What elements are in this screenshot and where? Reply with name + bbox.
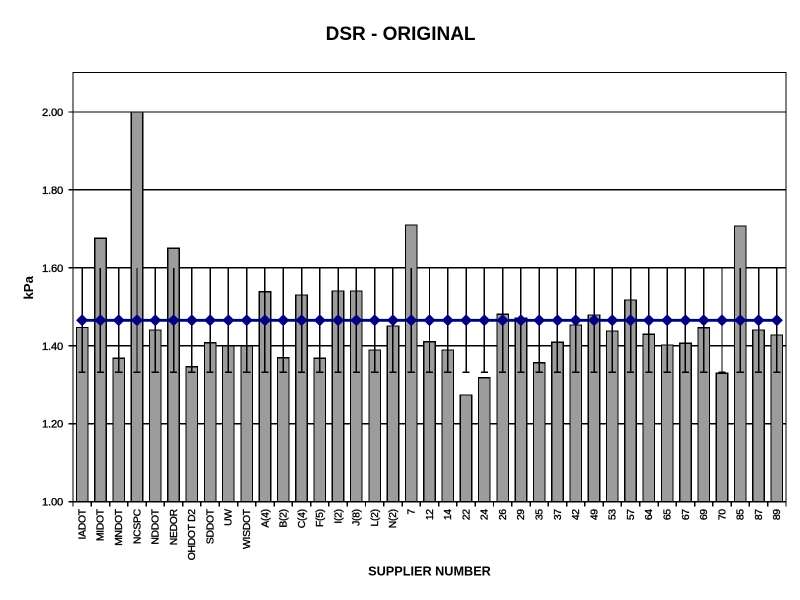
svg-text:37: 37 (553, 509, 564, 520)
svg-text:MIDOT: MIDOT (96, 508, 107, 541)
svg-text:65: 65 (662, 509, 673, 520)
svg-text:A(4): A(4) (260, 509, 271, 527)
svg-text:24: 24 (480, 509, 491, 520)
svg-text:7: 7 (407, 509, 418, 515)
svg-text:53: 53 (608, 509, 619, 520)
svg-text:14: 14 (443, 509, 454, 520)
svg-text:SUPPLIER NUMBER: SUPPLIER NUMBER (368, 564, 491, 578)
svg-text:OHDOT D2: OHDOT D2 (187, 509, 198, 561)
svg-text:J(8): J(8) (352, 509, 363, 526)
svg-text:87: 87 (754, 509, 765, 520)
svg-text:C(4): C(4) (297, 509, 308, 528)
svg-text:NDDOT: NDDOT (151, 508, 162, 544)
svg-text:1.20: 1.20 (42, 419, 63, 431)
svg-text:NEDOR: NEDOR (169, 508, 180, 545)
svg-text:kPa: kPa (21, 275, 36, 299)
svg-text:I(2): I(2) (333, 509, 344, 523)
svg-text:64: 64 (644, 509, 655, 520)
svg-text:57: 57 (626, 509, 637, 520)
svg-text:SDDOT: SDDOT (205, 508, 216, 544)
svg-text:N(2): N(2) (388, 509, 399, 528)
svg-text:B(2): B(2) (279, 509, 290, 527)
svg-text:12: 12 (425, 509, 436, 520)
svg-text:29: 29 (516, 509, 527, 520)
svg-text:IADOT: IADOT (77, 508, 88, 539)
svg-text:49: 49 (589, 509, 600, 520)
svg-text:L(2): L(2) (370, 509, 381, 526)
svg-text:69: 69 (699, 509, 710, 520)
svg-text:42: 42 (571, 509, 582, 520)
svg-text:2.00: 2.00 (42, 107, 63, 119)
svg-text:1.80: 1.80 (42, 185, 63, 197)
svg-text:67: 67 (681, 509, 692, 520)
svg-text:F(5): F(5) (315, 509, 326, 527)
svg-text:26: 26 (498, 509, 509, 520)
svg-text:89: 89 (772, 509, 783, 520)
svg-text:UW: UW (224, 509, 235, 526)
svg-text:MNDOT: MNDOT (114, 508, 125, 546)
svg-text:85: 85 (736, 509, 747, 520)
svg-text:70: 70 (717, 509, 728, 520)
svg-text:WISDOT: WISDOT (242, 508, 253, 549)
svg-text:DSR - ORIGINAL: DSR - ORIGINAL (326, 24, 476, 45)
svg-text:1.40: 1.40 (42, 341, 63, 353)
svg-text:NCSPC: NCSPC (132, 508, 143, 544)
svg-text:35: 35 (534, 509, 545, 520)
svg-text:22: 22 (461, 509, 472, 520)
svg-text:1.60: 1.60 (42, 263, 63, 275)
svg-text:1.00: 1.00 (42, 497, 63, 509)
